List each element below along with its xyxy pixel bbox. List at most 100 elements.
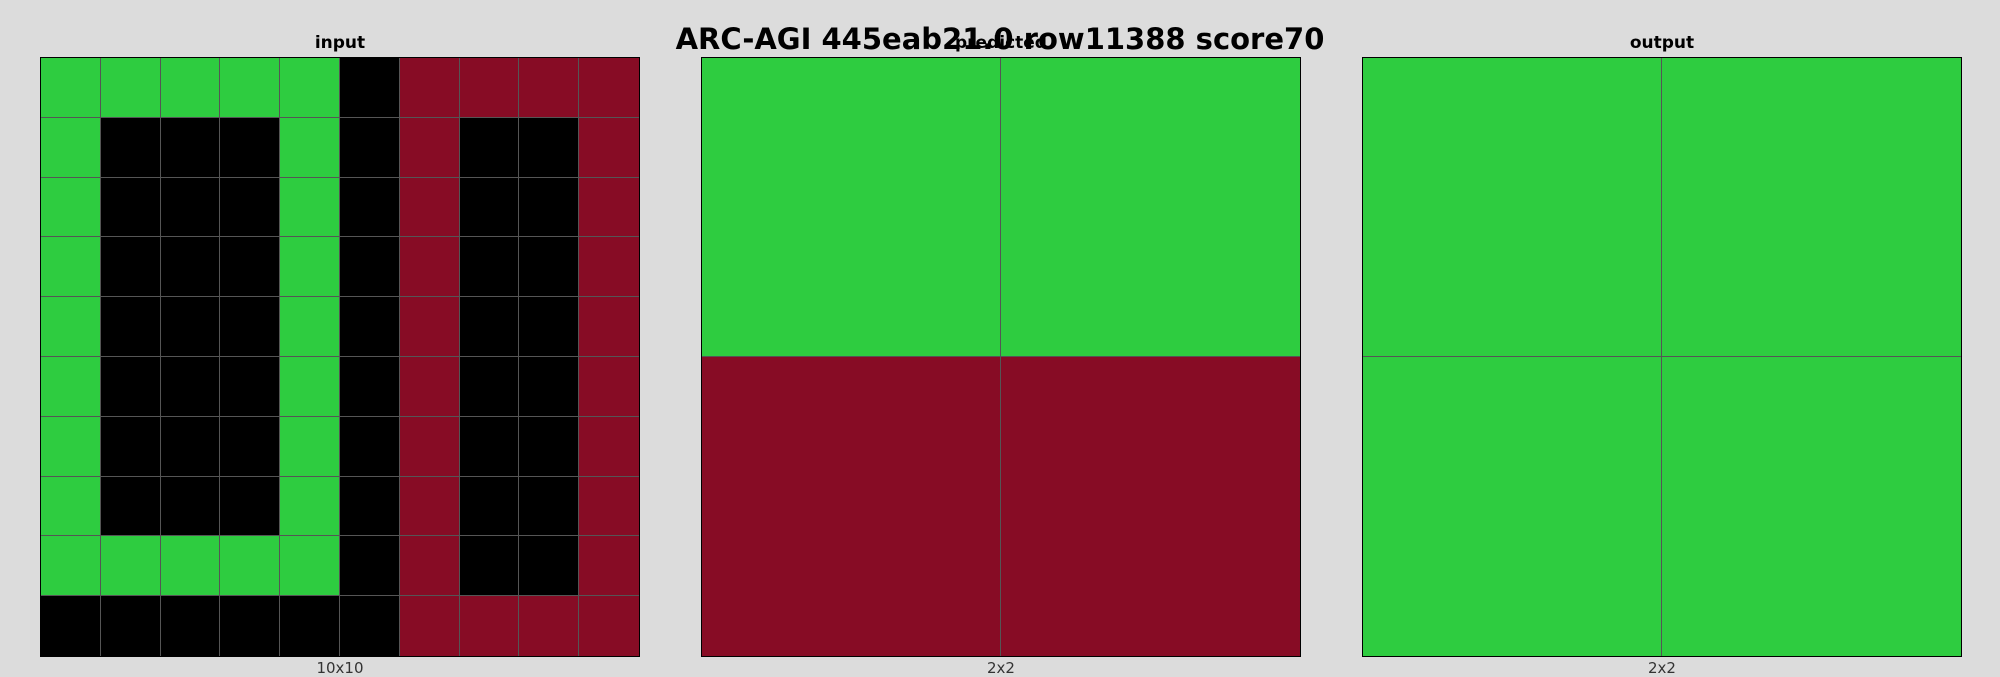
- grid-cell: [459, 297, 520, 357]
- grid-cell: [220, 536, 281, 597]
- grid-cell: [579, 476, 639, 537]
- grid-cell: [41, 58, 101, 118]
- input-dims-label: 10x10: [316, 659, 364, 677]
- grid-cell: [702, 58, 1001, 357]
- output-dims-label: 2x2: [1648, 659, 1676, 677]
- grid-cell: [399, 416, 460, 477]
- grid-cell: [100, 356, 161, 417]
- grid-cell: [100, 237, 161, 298]
- grid-cell: [339, 596, 400, 656]
- grid-cell: [220, 177, 281, 238]
- grid-cell: [579, 117, 639, 178]
- grid-cell: [579, 58, 639, 118]
- grid-cell: [339, 536, 400, 597]
- grid-cell: [280, 58, 340, 118]
- grid-cell: [160, 58, 221, 118]
- grid-cell: [160, 356, 221, 417]
- grid-cell: [280, 476, 340, 537]
- grid-cell: [459, 416, 520, 477]
- output-grid: [1362, 57, 1962, 657]
- grid-cell: [459, 117, 520, 178]
- predicted-dims-label: 2x2: [987, 659, 1015, 677]
- grid-cell: [459, 58, 520, 118]
- grid-cell: [220, 416, 281, 477]
- grid-cell: [339, 237, 400, 298]
- grid-cell: [519, 177, 580, 238]
- grid-cell: [339, 297, 400, 357]
- grid-cell: [459, 356, 520, 417]
- grid-cell: [280, 356, 340, 417]
- grid-cell: [339, 58, 400, 118]
- grid-cell: [220, 237, 281, 298]
- grid-cell: [41, 596, 101, 656]
- grid-cell: [41, 416, 101, 477]
- grid-cell: [579, 237, 639, 298]
- grid-cell: [280, 117, 340, 178]
- grid-cell: [1001, 58, 1300, 357]
- grid-cell: [339, 416, 400, 477]
- grid-cell: [41, 177, 101, 238]
- predicted-grid: [701, 57, 1301, 657]
- grid-cell: [1363, 357, 1662, 656]
- grid-cell: [160, 416, 221, 477]
- grid-cell: [41, 237, 101, 298]
- grid-cell: [41, 476, 101, 537]
- panel-title-input: input: [314, 33, 366, 53]
- grid-cell: [100, 416, 161, 477]
- grid-cell: [399, 476, 460, 537]
- grid-cell: [1662, 357, 1961, 656]
- panel-title-output: output: [1629, 33, 1695, 53]
- grid-cell: [100, 117, 161, 178]
- grid-cell: [519, 297, 580, 357]
- grid-cell: [280, 237, 340, 298]
- grid-cell: [220, 117, 281, 178]
- grid-cell: [579, 416, 639, 477]
- grid-cell: [280, 177, 340, 238]
- grid-cell: [280, 297, 340, 357]
- grid-cell: [220, 297, 281, 357]
- grid-cell: [160, 177, 221, 238]
- grid-cell: [100, 177, 161, 238]
- grid-cell: [41, 297, 101, 357]
- grid-cell: [459, 596, 520, 656]
- grid-cell: [1662, 58, 1961, 357]
- grid-cell: [100, 297, 161, 357]
- grid-cell: [399, 536, 460, 597]
- grid-cell: [220, 476, 281, 537]
- grid-cell: [519, 58, 580, 118]
- grid-cell: [702, 357, 1001, 656]
- panel-title-predicted: predicted: [955, 33, 1047, 53]
- grid-cell: [519, 356, 580, 417]
- grid-cell: [41, 117, 101, 178]
- grid-cell: [399, 237, 460, 298]
- grid-cell: [280, 596, 340, 656]
- grid-cell: [519, 536, 580, 597]
- grid-cell: [220, 356, 281, 417]
- grid-cell: [339, 117, 400, 178]
- grid-cell: [41, 536, 101, 597]
- grid-cell: [579, 177, 639, 238]
- grid-cell: [459, 237, 520, 298]
- grid-cell: [100, 596, 161, 656]
- grid-cell: [160, 476, 221, 537]
- grid-cell: [399, 177, 460, 238]
- grid-cell: [579, 596, 639, 656]
- grid-cell: [100, 476, 161, 537]
- grid-cell: [220, 58, 281, 118]
- grid-cell: [1363, 58, 1662, 357]
- grid-cell: [100, 58, 161, 118]
- grid-cell: [519, 416, 580, 477]
- grid-cell: [399, 356, 460, 417]
- grid-cell: [399, 596, 460, 656]
- grid-cell: [100, 536, 161, 597]
- grid-cell: [459, 177, 520, 238]
- grid-cell: [41, 356, 101, 417]
- grid-cell: [399, 117, 460, 178]
- grid-cell: [160, 237, 221, 298]
- grid-cell: [280, 416, 340, 477]
- grid-cell: [519, 476, 580, 537]
- grid-cell: [519, 117, 580, 178]
- grid-cell: [160, 117, 221, 178]
- grid-cell: [160, 536, 221, 597]
- grid-cell: [160, 596, 221, 656]
